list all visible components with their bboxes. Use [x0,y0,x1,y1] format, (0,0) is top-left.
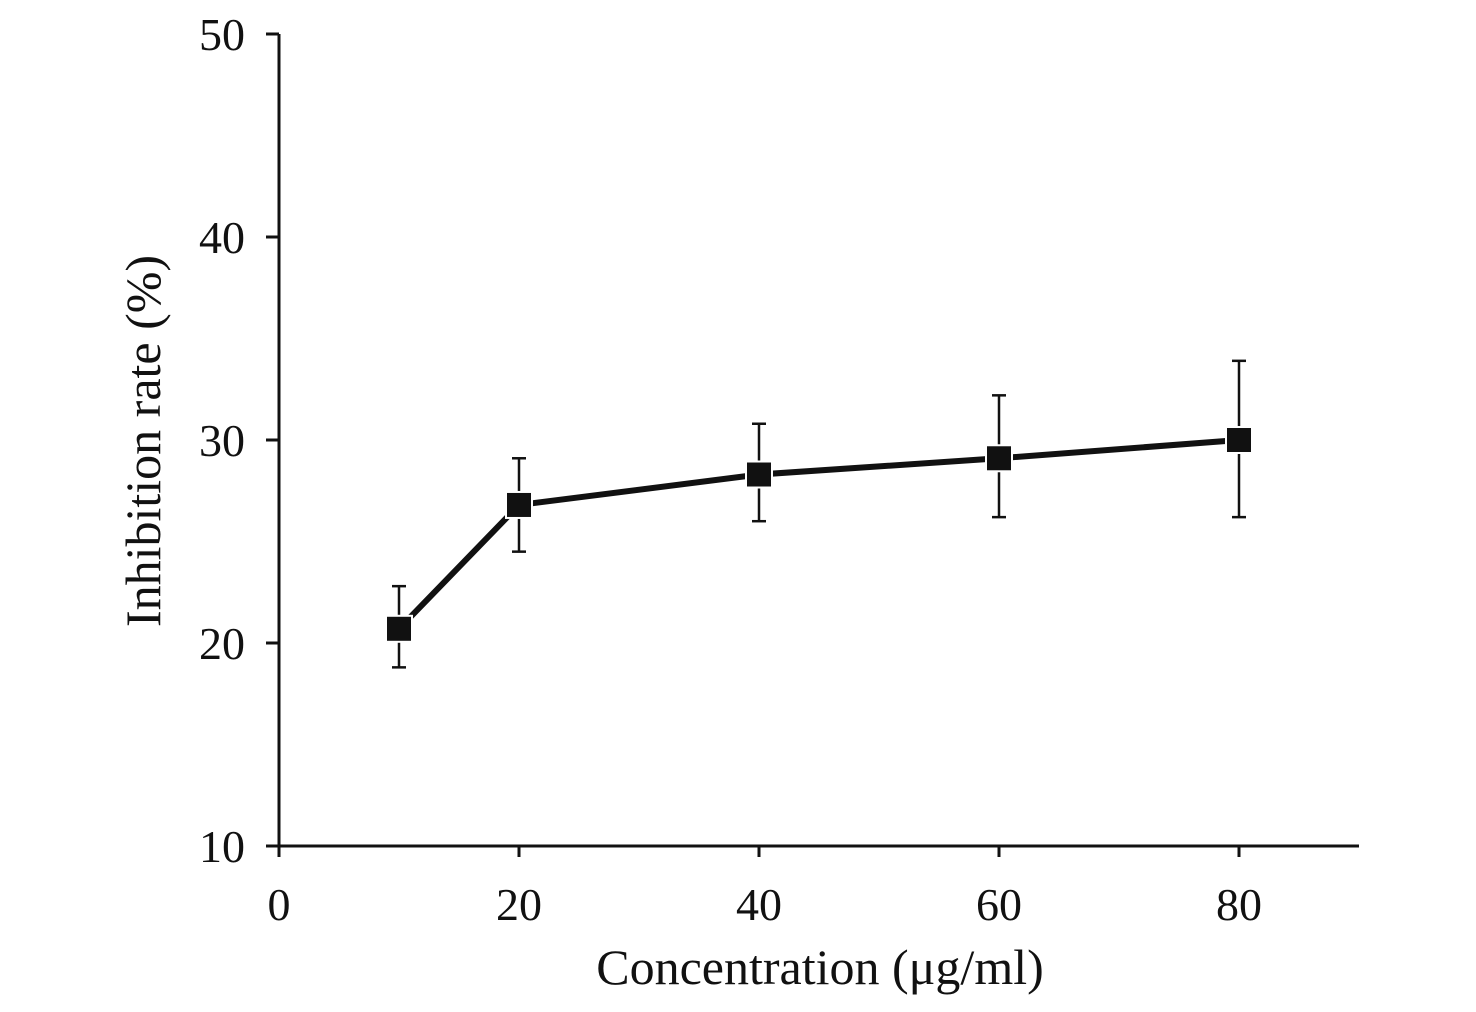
axes [277,34,1359,848]
x-tick-label: 20 [496,879,542,930]
y-tick-label: 50 [199,9,245,60]
x-ticks: 0 20 40 60 80 [268,846,1262,930]
y-tick-label: 30 [199,415,245,466]
data-point-marker [1225,426,1253,454]
y-tick-label: 20 [199,618,245,669]
x-tick-label: 40 [736,879,782,930]
series-line [396,437,1242,632]
data-point-marker [385,614,413,643]
y-axis-label: Inhibition rate (%) [115,255,171,627]
data-point-marker [985,444,1013,473]
x-tick-label: 80 [1216,879,1262,930]
y-tick-label: 10 [199,821,245,872]
x-axis-label: Concentration (μg/ml) [596,939,1044,995]
x-tick-label: 0 [268,879,291,930]
x-tick-label: 60 [976,879,1022,930]
y-ticks: 10 20 30 40 50 [199,9,279,872]
data-point-marker [745,460,773,489]
data-point-marker [505,490,533,519]
data-series [385,359,1253,669]
y-tick-label: 40 [199,212,245,263]
